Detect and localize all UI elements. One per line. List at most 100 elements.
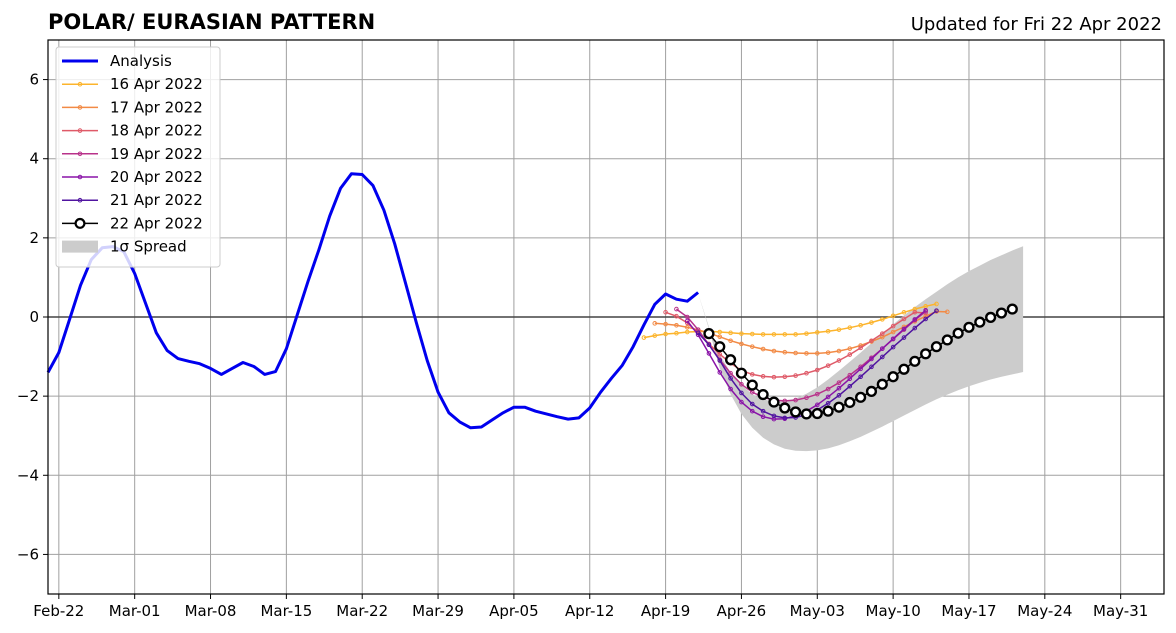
x-tick-label: Mar-15: [260, 602, 312, 620]
legend-label: Analysis: [110, 52, 172, 70]
data-point: [825, 350, 831, 355]
legend-label: 20 Apr 2022: [110, 168, 203, 186]
data-point: [768, 396, 780, 408]
data-point: [855, 391, 867, 403]
data-point: [811, 407, 823, 420]
data-point: [1006, 303, 1018, 315]
x-tick-label: Apr-26: [717, 602, 767, 620]
legend-label: 17 Apr 2022: [110, 98, 203, 116]
data-point: [771, 332, 777, 337]
data-point: [725, 354, 737, 366]
data-point: [739, 381, 744, 387]
data-point: [782, 349, 788, 355]
data-point: [652, 333, 658, 338]
data-point: [793, 373, 798, 378]
data-point: [771, 413, 777, 419]
chart-title: POLAR/ EURASIAN PATTERN: [48, 10, 375, 34]
data-point: [760, 332, 766, 337]
data-point: [825, 386, 831, 392]
spread-band: [698, 246, 1024, 452]
legend-entry: 19 Apr 2022: [62, 145, 203, 163]
data-point: [790, 406, 802, 418]
data-point: [985, 311, 997, 323]
data-point: [847, 383, 853, 389]
data-point: [814, 402, 820, 408]
legend-marker: [74, 217, 86, 229]
data-point: [749, 401, 755, 407]
data-point: [749, 372, 755, 377]
data-point: [879, 346, 885, 351]
data-point: [879, 317, 885, 322]
data-point: [822, 405, 834, 417]
series-22-apr-2022: [703, 303, 1018, 420]
chart-subtitle: Updated for Fri 22 Apr 2022: [911, 14, 1162, 35]
data-point: [684, 324, 690, 330]
data-point: [890, 313, 896, 319]
legend-entry: 21 Apr 2022: [62, 191, 203, 209]
y-tick-label: −4: [17, 466, 39, 484]
data-point: [739, 390, 744, 396]
legend-entry: Analysis: [62, 52, 172, 70]
data-point: [749, 344, 755, 349]
data-point: [804, 395, 809, 401]
data-point: [833, 401, 845, 413]
data-point: [793, 397, 798, 403]
data-point: [746, 379, 758, 391]
data-point: [952, 327, 964, 339]
data-point: [901, 309, 907, 315]
data-point: [663, 309, 668, 315]
legend-marker: [77, 105, 83, 110]
data-point: [804, 370, 809, 376]
data-point: [814, 391, 820, 397]
series-analysis: [46, 172, 700, 430]
data-point: [779, 402, 791, 414]
data-point: [760, 408, 766, 414]
data-point: [739, 399, 744, 405]
legend-marker: [77, 174, 83, 180]
series-line: [643, 303, 937, 339]
series-layer: [46, 172, 1018, 430]
data-point: [717, 370, 723, 375]
data-point: [890, 323, 896, 329]
data-point: [674, 323, 679, 328]
series-16-apr-2022: [641, 301, 939, 340]
x-tick-label: May-03: [790, 602, 845, 620]
data-point: [869, 320, 874, 325]
data-point: [941, 334, 953, 346]
legend-label: 1σ Spread: [110, 238, 187, 256]
y-tick-label: 6: [29, 71, 39, 89]
y-tick-label: 4: [29, 150, 39, 168]
x-tick-label: May-17: [941, 602, 996, 620]
data-point: [901, 326, 907, 332]
data-point: [825, 328, 831, 334]
data-point: [836, 348, 842, 354]
data-point: [782, 332, 788, 337]
data-point: [912, 325, 918, 331]
data-point: [879, 331, 885, 336]
data-point: [771, 374, 777, 380]
data-point: [749, 408, 755, 414]
data-point: [909, 355, 921, 367]
data-point: [869, 338, 874, 344]
data-point: [674, 313, 679, 319]
data-point: [814, 351, 820, 356]
data-point: [706, 342, 712, 348]
data-point: [934, 301, 939, 307]
data-point: [847, 346, 853, 351]
legend-marker: [77, 128, 83, 133]
data-point: [760, 374, 766, 379]
legend-label: 16 Apr 2022: [110, 75, 203, 93]
y-axis: 6 4 2 0 −2 −4 −6: [17, 71, 48, 563]
data-point: [934, 308, 939, 313]
series-line: [654, 310, 948, 355]
data-point: [923, 316, 928, 322]
data-point: [869, 356, 874, 362]
data-point: [912, 309, 918, 315]
data-point: [858, 345, 863, 351]
data-point: [800, 408, 813, 420]
data-point: [804, 351, 809, 356]
legend-box: [55, 46, 221, 268]
data-point: [825, 363, 831, 368]
x-tick-label: Mar-01: [109, 602, 161, 620]
data-point: [706, 351, 712, 356]
